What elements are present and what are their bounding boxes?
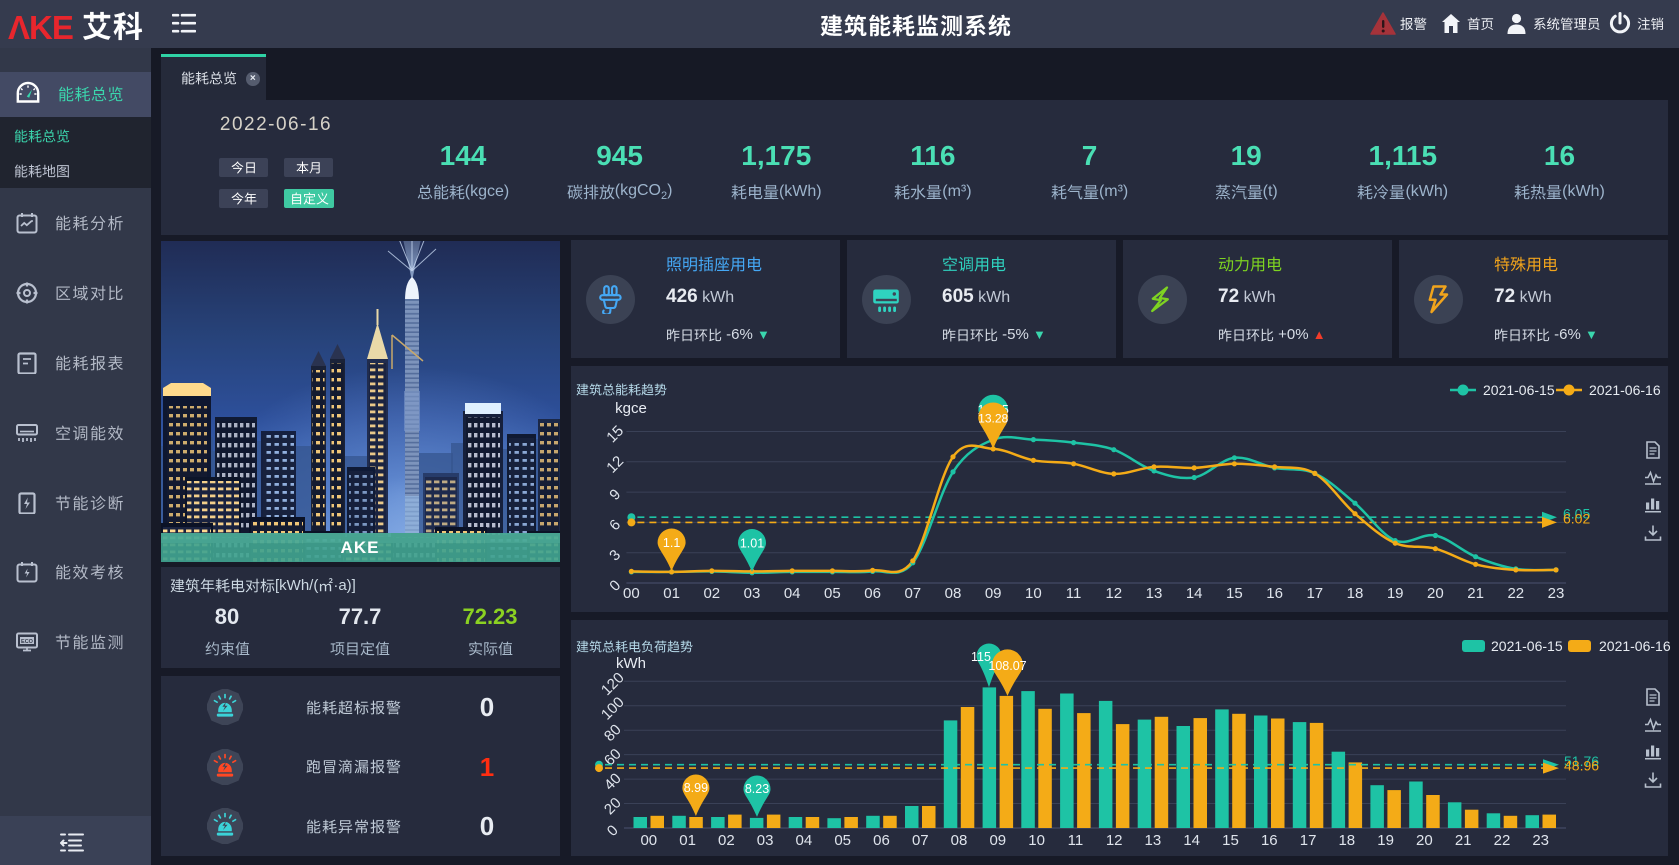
svg-text:ECO: ECO [21, 639, 34, 645]
